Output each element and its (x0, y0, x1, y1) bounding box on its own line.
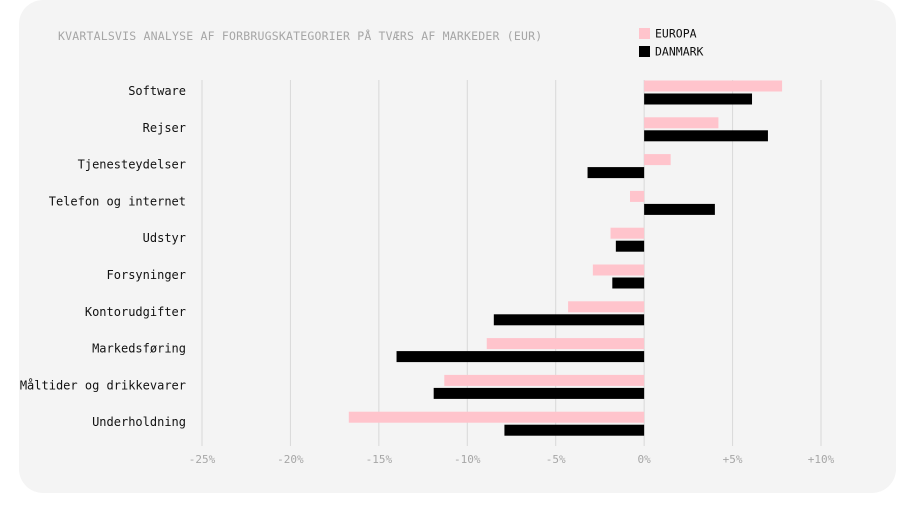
legend: EUROPA DANMARK (639, 27, 704, 59)
bar-danmark-telefon-og-internet (644, 203, 715, 215)
bar-danmark-kontorudgifter (493, 314, 645, 326)
bar-danmark-måltider-og-drikkevarer (433, 387, 645, 399)
bar-europa-telefon-og-internet (629, 190, 645, 202)
bar-europa-tjenesteydelser (644, 154, 671, 166)
category-label: Udstyr (143, 231, 186, 245)
bar-europa-måltider-og-drikkevarer (444, 374, 645, 386)
category-label: Markedsføring (92, 342, 186, 356)
category-label: Software (128, 84, 186, 98)
bar-danmark-rejser (644, 130, 768, 142)
x-tick-label: -10% (454, 453, 481, 466)
category-label: Tjenesteydelser (78, 158, 186, 172)
x-tick-label: -15% (366, 453, 393, 466)
category-label: Telefon og internet (49, 194, 186, 208)
bar-europa-udstyr (610, 227, 645, 239)
bar-danmark-udstyr (615, 240, 645, 252)
legend-swatch-europa (639, 28, 650, 39)
bar-europa-software (644, 80, 783, 92)
chart-title: KVARTALSVIS ANALYSE AF FORBRUGSKATEGORIE… (58, 28, 542, 43)
category-label: Kontorudgifter (85, 305, 186, 319)
bar-europa-markedsføring (486, 338, 645, 350)
bar-danmark-forsyninger (612, 277, 645, 289)
bar-danmark-tjenesteydelser (587, 167, 645, 179)
x-tick-label: -20% (277, 453, 304, 466)
legend-label-europa: EUROPA (655, 27, 697, 41)
legend-swatch-danmark (639, 46, 650, 57)
bar-europa-forsyninger (592, 264, 645, 276)
bar-europa-kontorudgifter (568, 301, 645, 313)
grid (201, 80, 822, 446)
bar-europa-rejser (644, 117, 719, 129)
x-tick-label: +5% (723, 453, 743, 466)
bar-danmark-underholdning (504, 424, 645, 436)
category-label: Forsyninger (107, 268, 186, 282)
bars (348, 80, 783, 436)
x-axis-ticks: -25% -20% -15% -10% -5% 0% +5% +10% (189, 453, 835, 466)
bar-danmark-markedsføring (396, 351, 645, 363)
bar-europa-underholdning (348, 411, 645, 423)
category-label: Rejser (143, 121, 186, 135)
legend-label-danmark: DANMARK (655, 45, 704, 59)
bar-danmark-software (644, 93, 753, 105)
x-tick-label: -25% (189, 453, 216, 466)
x-tick-label: 0% (638, 453, 652, 466)
category-label: Underholdning (92, 415, 186, 429)
x-tick-label: -5% (546, 453, 566, 466)
category-label: Måltider og drikkevarer (20, 378, 186, 392)
category-labels: Software Rejser Tjenesteydelser Telefon og … (20, 84, 186, 429)
x-tick-label: +10% (808, 453, 835, 466)
